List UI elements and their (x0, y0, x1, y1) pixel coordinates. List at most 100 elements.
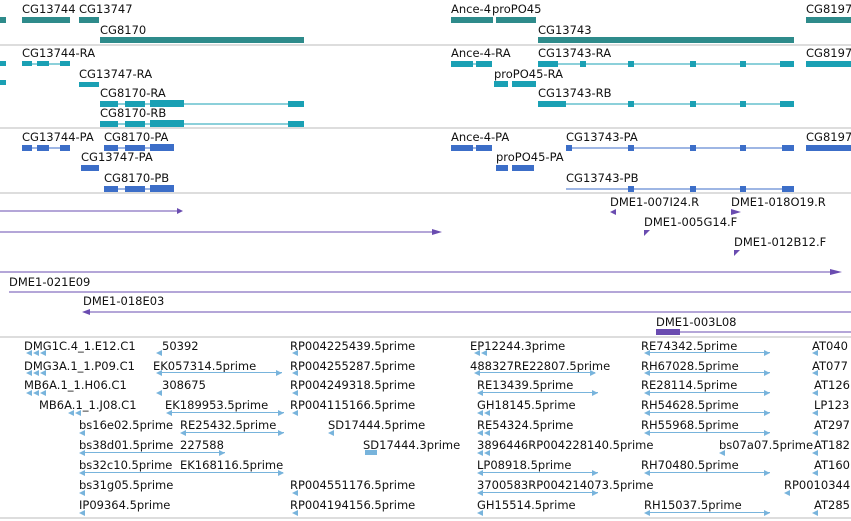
clone-feature[interactable] (82, 309, 851, 315)
est-label[interactable]: GH18145.5prime (477, 398, 576, 412)
est-label[interactable]: AT040 (812, 339, 848, 353)
protein-feature[interactable] (451, 145, 492, 151)
transcript-feature[interactable] (451, 61, 492, 67)
gene-label[interactable]: CG8170 (100, 23, 146, 37)
est-label[interactable]: RP004194156.5prime (290, 498, 415, 512)
clone-feature[interactable] (656, 329, 851, 335)
est-label[interactable]: RP004551176.5prime (290, 478, 415, 492)
clone-label[interactable]: DME1-012B12.F (734, 235, 826, 249)
est-label[interactable]: DMG3A.1_1.P09.C1 (24, 359, 135, 373)
est-label[interactable]: MB6A.1_1.J08.C1 (39, 398, 137, 412)
est-label[interactable]: LP123 (814, 398, 849, 412)
transcript-label[interactable]: CG13747-RA (79, 67, 152, 81)
protein-label[interactable]: CG13744-PA (22, 130, 94, 144)
gene-label[interactable]: proPO45 (492, 2, 541, 16)
est-label[interactable]: bs32c10.5prime (79, 458, 172, 472)
transcript-label[interactable]: CG13744-RA (22, 46, 95, 60)
protein-label[interactable]: CG13747-PA (81, 150, 153, 164)
est-label[interactable]: AT182 (814, 438, 850, 452)
est-label[interactable]: LP08918.5prime (477, 458, 571, 472)
est-label[interactable]: RE54324.5prime (477, 418, 573, 432)
est-label[interactable]: bs07a07.5prime (719, 438, 813, 452)
gene-label[interactable]: CG13744 (22, 2, 76, 16)
protein-feature[interactable] (81, 165, 99, 171)
transcript-label[interactable]: proPO45-RA (494, 67, 563, 81)
transcript-feature[interactable] (100, 120, 304, 127)
est-label[interactable]: RE25432.5prime (180, 418, 276, 432)
protein-feature[interactable] (806, 145, 851, 151)
gene-feature[interactable] (806, 17, 851, 23)
clone-feature[interactable] (0, 208, 183, 214)
protein-label[interactable]: proPO45-PA (496, 150, 564, 164)
clone-label[interactable]: DME1-021E09 (9, 275, 90, 289)
est-label[interactable]: RH54628.5prime (641, 398, 739, 412)
protein-label[interactable]: CG8170-PB (104, 171, 169, 185)
clone-feature[interactable] (0, 229, 442, 235)
transcript-feature[interactable] (0, 61, 6, 66)
protein-label[interactable]: CG8197 (806, 130, 851, 144)
est-label[interactable]: 488327RE22807.5prime (470, 359, 610, 373)
est-label[interactable]: AT126 (814, 378, 850, 392)
gene-label[interactable]: Ance-4 (451, 2, 491, 16)
gene-feature[interactable] (0, 17, 6, 23)
transcript-feature[interactable] (806, 61, 851, 67)
protein-label[interactable]: CG8170-PA (104, 130, 169, 144)
clone-label[interactable]: DME1-018E03 (83, 294, 164, 308)
clone-label[interactable]: DME1-003L08 (656, 315, 737, 329)
protein-feature[interactable] (566, 145, 794, 151)
est-label[interactable]: bs31g05.5prime (79, 478, 173, 492)
est-label[interactable]: RP004115166.5prime (290, 398, 415, 412)
est-label[interactable]: AT160 (814, 458, 850, 472)
est-label[interactable]: RH67028.5prime (641, 359, 739, 373)
est-label[interactable]: MB6A.1_1.H06.C1 (24, 378, 127, 392)
protein-feature[interactable] (566, 186, 794, 192)
clone-label[interactable]: DME1-005G14.F (644, 215, 737, 229)
est-label[interactable]: 227588 (180, 438, 224, 452)
clone-feature[interactable] (731, 209, 741, 215)
gene-label[interactable]: CG13743 (538, 23, 592, 37)
est-label[interactable]: RP004225439.5prime (290, 339, 415, 353)
est-label[interactable]: DMG1C.4_1.E12.C1 (24, 339, 136, 353)
transcript-feature[interactable] (494, 81, 536, 87)
gene-feature[interactable] (496, 17, 536, 23)
gene-feature[interactable] (100, 37, 304, 43)
transcript-label[interactable]: CG13743-RB (538, 86, 612, 100)
protein-feature[interactable] (104, 185, 174, 192)
clone-feature[interactable] (0, 269, 842, 275)
est-label[interactable]: 308675 (162, 378, 206, 392)
gene-feature[interactable] (79, 17, 99, 23)
transcript-feature[interactable] (22, 61, 70, 66)
est-label[interactable]: EK057314.5prime (153, 359, 256, 373)
protein-feature[interactable] (22, 145, 70, 151)
transcript-feature[interactable] (538, 101, 794, 107)
gene-feature[interactable] (451, 17, 493, 23)
est-label[interactable]: 3896446RP004228140.5prime (477, 438, 653, 452)
transcript-feature[interactable] (100, 100, 304, 107)
est-label[interactable]: SD17444.3prime (363, 438, 460, 452)
est-label[interactable]: RH55968.5prime (641, 418, 739, 432)
est-label[interactable]: RH70480.5prime (641, 458, 739, 472)
protein-feature[interactable] (496, 165, 534, 171)
est-label[interactable]: GH15514.5prime (477, 498, 576, 512)
est-label[interactable]: EK189953.5prime (165, 398, 268, 412)
clone-label[interactable]: DME1-007I24.R (610, 195, 699, 209)
protein-feature[interactable] (104, 144, 174, 151)
est-label[interactable]: 3700583RP004214073.5prime (477, 478, 653, 492)
transcript-label[interactable]: CG8170-RB (100, 106, 166, 120)
transcript-feature[interactable] (79, 82, 99, 87)
est-feature[interactable] (26, 350, 818, 516)
transcript-label[interactable]: Ance-4-RA (451, 46, 511, 60)
transcript-label[interactable]: CG8197 (806, 46, 851, 60)
transcript-feature[interactable] (538, 61, 794, 67)
est-label[interactable]: RE74342.5prime (641, 339, 737, 353)
clone-feature[interactable] (734, 250, 740, 256)
protein-label[interactable]: Ance-4-PA (451, 130, 509, 144)
est-label[interactable]: EP12244.3prime (470, 339, 565, 353)
est-label[interactable]: bs16e02.5prime (79, 418, 173, 432)
est-label[interactable]: RE28114.5prime (641, 378, 737, 392)
est-label[interactable]: EK168116.5prime (180, 458, 283, 472)
clone-feature[interactable] (610, 209, 616, 215)
est-label[interactable]: SD17444.5prime (328, 418, 425, 432)
est-label[interactable]: bs38d01.5prime (79, 438, 173, 452)
est-label[interactable]: AT285 (814, 498, 850, 512)
